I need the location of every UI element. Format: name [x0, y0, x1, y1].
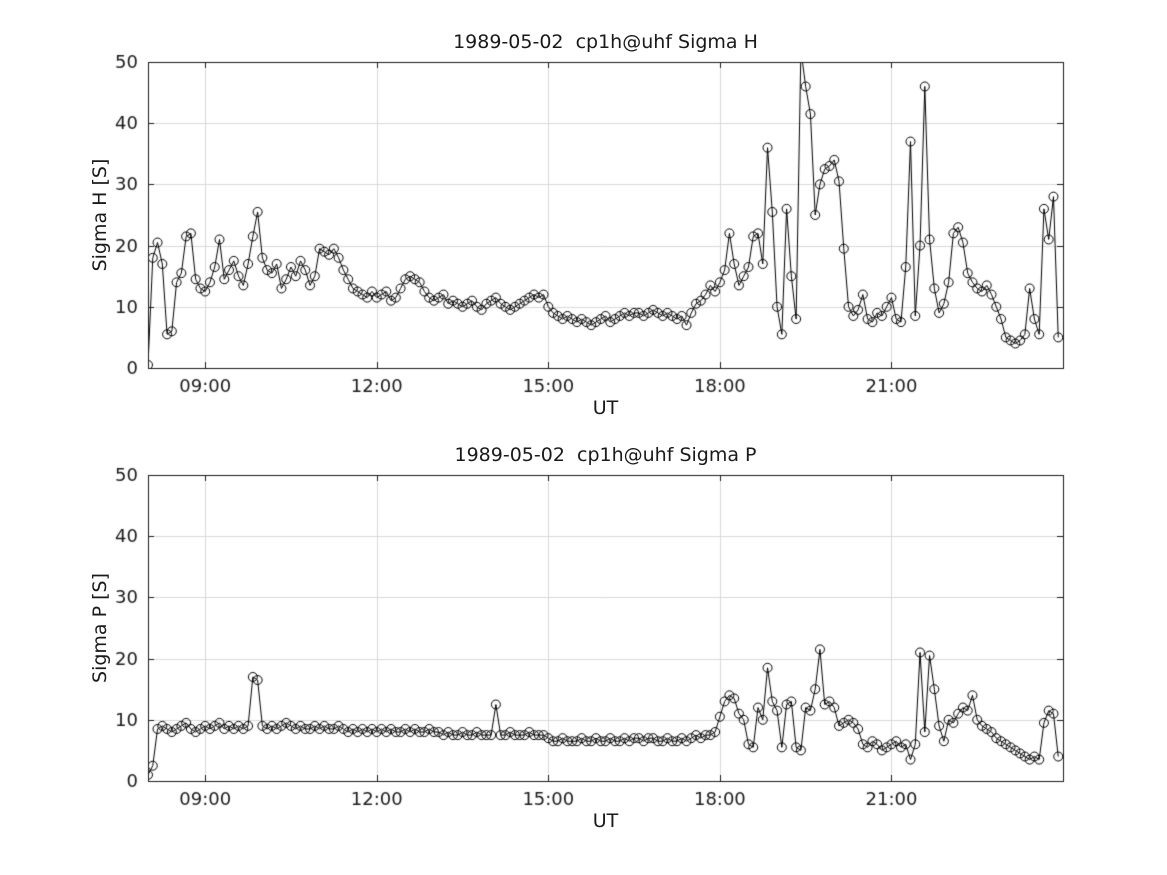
- sigma-h-y-axis-label: Sigma H [S]: [89, 158, 111, 272]
- sigma-h-chart-title: 1989-05-02 cp1h@uhf Sigma H: [453, 31, 758, 53]
- sigma-p-x-axis-label: UT: [592, 810, 619, 832]
- sigma-h-x-axis-label: UT: [592, 397, 619, 419]
- sigma-p-y-axis-label: Sigma P [S]: [89, 573, 111, 683]
- sigma-p-chart-title: 1989-05-02 cp1h@uhf Sigma P: [454, 444, 757, 466]
